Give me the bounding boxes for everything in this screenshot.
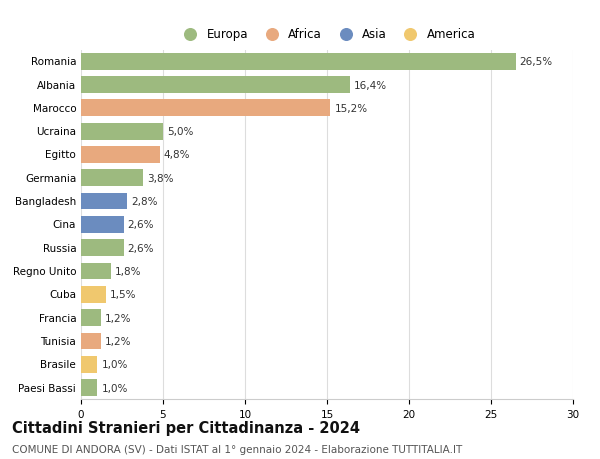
Bar xyxy=(81,77,350,94)
Bar xyxy=(81,286,106,303)
Text: 4,8%: 4,8% xyxy=(164,150,190,160)
Bar xyxy=(81,240,124,257)
Text: 1,0%: 1,0% xyxy=(101,383,128,393)
Bar xyxy=(81,217,124,233)
Text: 2,6%: 2,6% xyxy=(128,220,154,230)
Text: 5,0%: 5,0% xyxy=(167,127,193,137)
Bar xyxy=(81,123,163,140)
Text: Cittadini Stranieri per Cittadinanza - 2024: Cittadini Stranieri per Cittadinanza - 2… xyxy=(12,420,360,435)
Bar xyxy=(81,309,101,326)
Text: 1,2%: 1,2% xyxy=(105,336,131,346)
Text: 16,4%: 16,4% xyxy=(354,80,387,90)
Bar xyxy=(81,356,97,373)
Bar xyxy=(81,379,97,396)
Bar xyxy=(81,147,160,163)
Bar xyxy=(81,170,143,187)
Text: 2,6%: 2,6% xyxy=(128,243,154,253)
Bar xyxy=(81,333,101,350)
Text: 1,0%: 1,0% xyxy=(101,359,128,369)
Bar xyxy=(81,193,127,210)
Text: 1,5%: 1,5% xyxy=(110,290,136,300)
Bar xyxy=(81,263,110,280)
Text: 3,8%: 3,8% xyxy=(148,174,174,184)
Bar xyxy=(81,100,330,117)
Text: 1,2%: 1,2% xyxy=(105,313,131,323)
Text: 2,8%: 2,8% xyxy=(131,196,158,207)
Text: 15,2%: 15,2% xyxy=(334,104,368,114)
Text: COMUNE DI ANDORA (SV) - Dati ISTAT al 1° gennaio 2024 - Elaborazione TUTTITALIA.: COMUNE DI ANDORA (SV) - Dati ISTAT al 1°… xyxy=(12,444,462,454)
Text: 26,5%: 26,5% xyxy=(520,57,553,67)
Bar xyxy=(81,54,515,71)
Text: 1,8%: 1,8% xyxy=(115,266,141,276)
Legend: Europa, Africa, Asia, America: Europa, Africa, Asia, America xyxy=(178,28,476,41)
